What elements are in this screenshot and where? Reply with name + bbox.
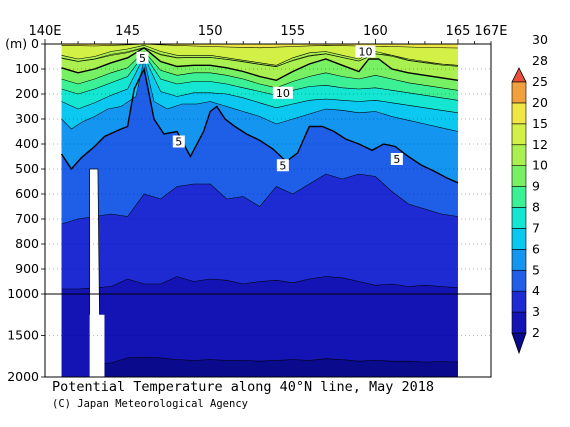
colorbar-level-label: 3 (532, 304, 540, 319)
colorbar-level-label: 15 (532, 116, 548, 131)
y-tick-label: 1500 (7, 328, 39, 343)
colorbar-level-label: 20 (532, 95, 548, 110)
contour-label-bg (276, 159, 289, 172)
contour-label: 5 (139, 52, 146, 65)
contour-fine-1 (61, 47, 459, 67)
y-tick-label: 500 (15, 161, 39, 176)
colorbar-level-label: 12 (532, 137, 548, 152)
colorbar-box (511, 290, 527, 313)
y-tick-label: 1000 (7, 286, 39, 301)
colorbar-level-label: 6 (532, 241, 540, 256)
colorbar-box (511, 207, 527, 229)
contour-5 (60, 66, 459, 184)
axes: 140E 145 150 155 160 165 167E 100 200 300 400 500 60… (5, 24, 507, 384)
contour-label: 10 (358, 46, 372, 59)
band-15 (61, 44, 458, 48)
y-tick-label: 300 (15, 111, 39, 126)
chart-title: Potential Temperature along 40°N line, M… (52, 379, 435, 395)
plot-area (45, 44, 491, 377)
y-tick-label: 100 (15, 61, 39, 76)
colorbar-top-triangle (511, 67, 527, 83)
y-tick-label: 2000 (7, 369, 39, 384)
contour-label-bg (355, 45, 376, 58)
contour-label-bg (136, 51, 149, 64)
y-tick-label: 200 (15, 86, 39, 101)
x-tick-label: 140E (28, 24, 61, 39)
colorbar-level-label: 9 (532, 179, 540, 194)
x-tick-label: 145 (115, 24, 140, 39)
colorbar-level-label: 4 (532, 283, 540, 298)
colorbar-level-label: 2 (532, 325, 540, 340)
credit-line: (C) Japan Meteorological Agency (52, 398, 248, 410)
colorbar-box (511, 269, 527, 292)
y-tick-label: 600 (15, 186, 39, 201)
colorbar-box (511, 186, 527, 208)
band-2 (94, 357, 458, 377)
y-tick-label: 900 (15, 261, 39, 276)
contour-label-bg (172, 135, 185, 148)
colorbar-box (511, 249, 527, 271)
colorbar-box (511, 144, 527, 166)
x-tick-label: 165 (446, 24, 471, 39)
contour-10 (61, 46, 459, 82)
contour-2 (94, 356, 459, 365)
contour-label-bg (272, 86, 293, 99)
colorbar-level-label: 25 (532, 74, 548, 89)
contour-6 (61, 58, 459, 132)
colorbar-level-label: 28 (532, 53, 548, 68)
contour-label: 5 (393, 153, 400, 166)
contour-label: 10 (276, 87, 290, 100)
x-tick-label: 167E (474, 24, 507, 39)
contour-label: 5 (175, 136, 182, 149)
colorbar-level-label: 7 (532, 220, 540, 235)
x-tick-label: 150 (198, 24, 223, 39)
contour-fine-0 (61, 47, 459, 68)
y-tick-label: 400 (15, 136, 39, 151)
y-axis-unit: (m) 0 (5, 36, 39, 51)
contour-label: 5 (279, 159, 286, 172)
contour-3 (61, 276, 459, 290)
colorbar-level-label: 10 (532, 158, 548, 173)
contour-4 (61, 173, 459, 225)
y-tick-label: 700 (15, 211, 39, 226)
x-tick-label: 160 (363, 24, 388, 39)
contour-7 (61, 55, 459, 114)
contour-9 (61, 51, 459, 91)
y-tick-label: 800 (15, 236, 39, 251)
colorbar-box (511, 228, 527, 250)
contour-15 (61, 44, 459, 49)
contour-labels: 5 10 10 5 5 5 (136, 45, 403, 172)
colorbar-box (511, 123, 527, 146)
x-tick-label: 155 (280, 24, 305, 39)
colorbar-box (511, 81, 527, 104)
contour-8 (61, 53, 459, 101)
colorbar: 2 3 4 5 6 7 8 9 10 12 15 20 25 28 30 (511, 32, 548, 355)
colorbar-level-label: 8 (532, 200, 540, 215)
colorbar-level-label: 5 (532, 262, 540, 277)
contour-lines (60, 44, 459, 377)
colorbar-level-label: 30 (532, 32, 548, 47)
no-data-east (457, 44, 491, 377)
colorbar-bottom-triangle (511, 332, 527, 355)
colorbar-box (511, 165, 527, 187)
contour-label-bg (390, 153, 403, 165)
colorbar-box (511, 102, 527, 125)
plot-frame (44, 43, 492, 378)
seafloor-step (89, 314, 105, 377)
colorbar-box (511, 311, 527, 334)
